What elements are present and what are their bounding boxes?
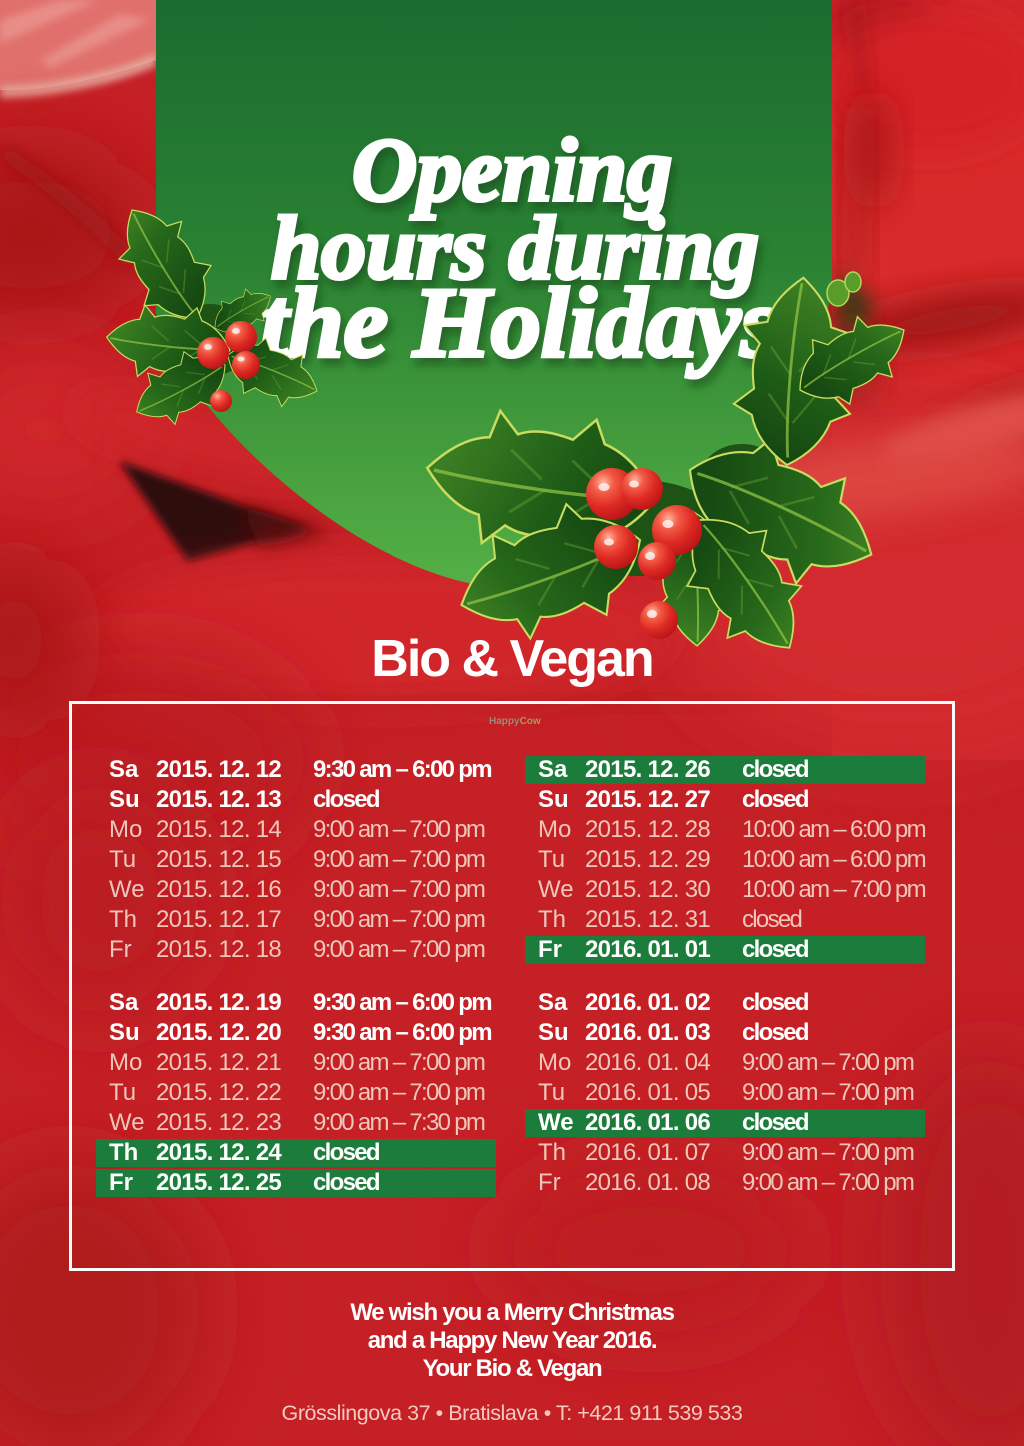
svg-text:Opening: Opening: [352, 121, 672, 220]
svg-text:hours during: hours during: [271, 199, 759, 298]
svg-text:the Holidays: the Holidays: [260, 267, 779, 378]
